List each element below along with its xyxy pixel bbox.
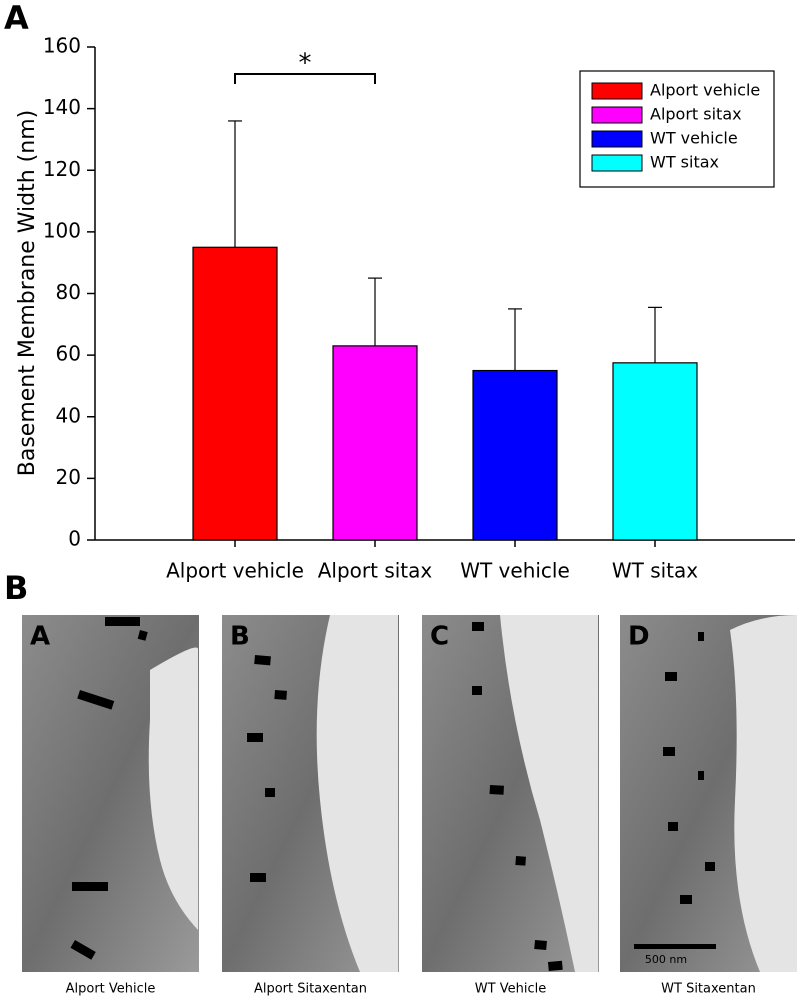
significance-label: * (299, 49, 312, 79)
y-tick-label: 40 (56, 403, 81, 427)
measurement-mark (250, 873, 266, 882)
measurement-mark (515, 855, 526, 866)
measurement-mark (254, 655, 271, 666)
panel-caption: WT Vehicle (475, 982, 546, 997)
measurement-mark (548, 960, 563, 971)
legend-label: WT vehicle (650, 129, 738, 148)
legend-label: WT sitax (650, 153, 719, 172)
measurement-mark (705, 862, 715, 871)
lumen (730, 615, 797, 972)
legend-swatch (591, 82, 643, 100)
bar-chart: 0 20 40 60 80 100 120 140 160 Alport vehicle Alpor… (43, 34, 795, 583)
y-tick-label: 120 (43, 157, 81, 181)
x-tick-label: Alport sitax (318, 559, 433, 583)
bar (472, 369, 558, 541)
bar (612, 362, 698, 541)
measurement-mark (698, 771, 704, 780)
y-tick-label: 60 (56, 342, 81, 366)
measurement-mark (668, 822, 678, 831)
panel-label: C (430, 622, 449, 652)
scale-bar-label: 500 nm (645, 953, 687, 966)
measurement-mark (663, 747, 675, 756)
measurement-mark (247, 733, 263, 742)
measurement-mark (472, 686, 482, 695)
measurement-mark (534, 939, 547, 951)
figure-label: A (4, 0, 29, 37)
panel-label: D (628, 622, 650, 652)
y-tick-label: 0 (68, 527, 81, 551)
measurement-mark (72, 882, 108, 891)
bar (332, 345, 418, 541)
x-tick-label: WT vehicle (460, 559, 570, 583)
x-tick-label: WT sitax (612, 559, 698, 583)
panel-label: B (230, 622, 250, 652)
legend-swatch (591, 106, 643, 124)
measurement-mark (105, 617, 140, 626)
y-tick-label: 140 (43, 95, 81, 119)
measurement-mark (265, 788, 275, 797)
legend-label: Alport sitax (650, 105, 742, 124)
lumen (500, 615, 598, 972)
panel-label: A (30, 622, 50, 652)
legend-label: Alport vehicle (650, 81, 760, 100)
measurement-mark (680, 895, 692, 904)
measurement-mark (70, 940, 96, 960)
micrographs: A Alport Vehicle B Alport Sitaxentan C WT Veh… (22, 615, 797, 997)
measurement-mark (137, 630, 148, 641)
lumen (316, 615, 398, 972)
scale-bar (634, 944, 716, 949)
bar (192, 246, 278, 541)
legend-swatch (591, 130, 643, 148)
y-tick-label: 160 (43, 34, 81, 58)
y-tick-label: 100 (43, 218, 81, 242)
significance-bracket (234, 73, 376, 84)
y-axis-title: Basement Membrane Width (nm) (15, 110, 40, 476)
x-tick-label: Alport vehicle (166, 559, 304, 583)
measurement-mark (489, 785, 504, 795)
measurement-mark (77, 689, 115, 710)
y-tick-label: 80 (56, 280, 81, 304)
legend-swatch (591, 154, 643, 172)
measurement-mark (698, 632, 704, 641)
lumen (148, 647, 199, 930)
measurement-mark (472, 622, 484, 631)
figure-label: B (4, 569, 28, 607)
measurement-mark (665, 672, 677, 681)
panel-caption: Alport Vehicle (66, 982, 156, 997)
y-tick-label: 20 (56, 465, 81, 489)
panel-caption: Alport Sitaxentan (254, 982, 367, 997)
measurement-mark (274, 690, 287, 700)
panel-caption: WT Sitaxentan (661, 982, 756, 997)
